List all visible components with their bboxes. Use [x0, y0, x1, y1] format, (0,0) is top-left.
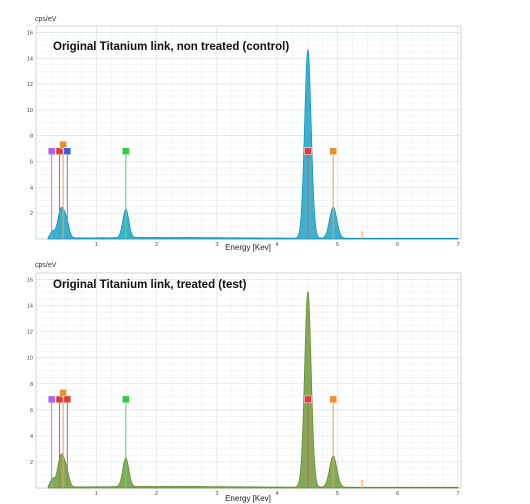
- x-tick-label: 7: [456, 242, 459, 248]
- element-marker-label: [304, 395, 312, 404]
- y-tick-label: 10: [27, 356, 33, 362]
- element-marker-label: [55, 147, 64, 155]
- element-marker-label: [59, 389, 67, 397]
- element-marker-label: [63, 395, 72, 404]
- x-axis-label: Energy [Kev]: [225, 243, 271, 252]
- plot-area-background: [35, 272, 462, 489]
- x-axis-label: Energy [Kev]: [225, 494, 271, 503]
- y-tick-label: 16: [27, 30, 33, 36]
- y-tick-label: 4: [30, 434, 33, 440]
- y-tick-label: 12: [27, 330, 33, 336]
- chart-title: Original Titanium link, treated (test): [53, 279, 247, 291]
- y-tick-label: 6: [30, 160, 33, 166]
- y-axis-label: cps/eV: [35, 16, 57, 23]
- y-tick-label: 16: [27, 278, 33, 284]
- element-marker-label: [59, 141, 67, 149]
- y-tick-label: 10: [27, 108, 33, 114]
- x-tick-label: 3: [215, 242, 218, 248]
- element-marker-label: [122, 147, 130, 155]
- y-tick-label: 2: [30, 211, 33, 217]
- plot-area-background: [35, 25, 462, 240]
- spectrum-series: [47, 291, 459, 489]
- element-marker-label: [63, 147, 72, 155]
- y-tick-label: 8: [30, 134, 33, 140]
- y-axis-label: cps/eV: [35, 262, 57, 269]
- x-tick-label: 4: [276, 242, 279, 248]
- y-tick-label: 14: [27, 304, 33, 310]
- y-tick-label: 4: [30, 185, 33, 191]
- y-tick-label: 6: [30, 408, 33, 414]
- x-tick-label: 5: [336, 242, 339, 248]
- x-tick-label: 6: [396, 491, 399, 497]
- x-tick-label: 7: [456, 491, 459, 497]
- y-tick-label: 2: [30, 460, 33, 466]
- element-marker-label: [304, 147, 312, 155]
- x-tick-label: 1: [95, 491, 98, 497]
- x-tick-label: 4: [276, 491, 279, 497]
- element-marker-label: [55, 395, 64, 404]
- y-tick-label: 14: [27, 56, 33, 62]
- spectrum-series: [47, 49, 459, 240]
- element-marker-label: [47, 395, 56, 404]
- chart-title: Original Titanium link, non treated (con…: [53, 41, 289, 53]
- y-tick-label: 12: [27, 82, 33, 88]
- element-marker-label: [329, 147, 337, 155]
- element-marker-label: [122, 395, 130, 404]
- x-tick-label: 3: [215, 491, 218, 497]
- x-tick-label: 5: [336, 491, 339, 497]
- element-marker-label: [47, 147, 56, 155]
- x-tick-label: 1: [95, 242, 98, 248]
- x-tick-label: 2: [155, 242, 158, 248]
- y-tick-label: 8: [30, 382, 33, 388]
- x-tick-label: 2: [155, 491, 158, 497]
- element-marker-label: [329, 395, 337, 404]
- x-tick-label: 6: [396, 242, 399, 248]
